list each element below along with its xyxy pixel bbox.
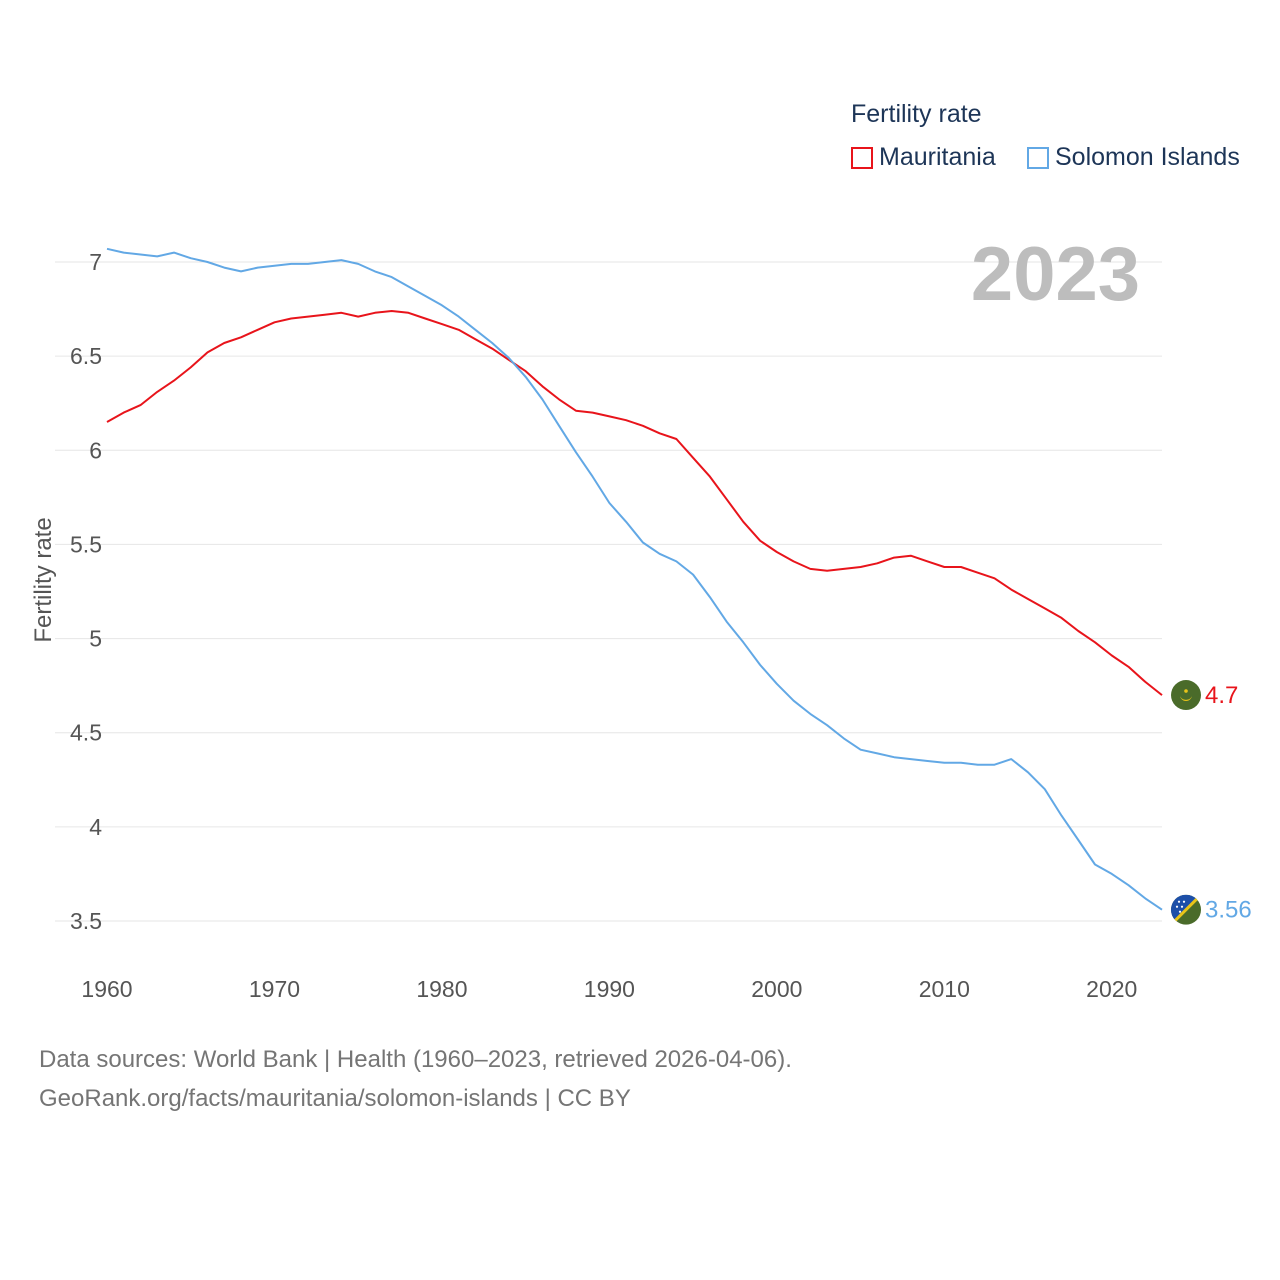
- y-axis-title: Fertility rate: [30, 517, 57, 642]
- x-tick-label: 2020: [1086, 976, 1137, 1002]
- source-line-1: Data sources: World Bank | Health (1960–…: [39, 1046, 792, 1073]
- y-tick-label: 7: [89, 249, 102, 275]
- line-chart: 3.5 4 4.5 5 5.5 6 6.5 7 1960 1970 1980 1990 2000 201…: [30, 232, 1252, 1002]
- x-tick-label: 1960: [81, 976, 132, 1002]
- y-tick-label: 5: [89, 626, 102, 652]
- end-value-label: 3.56: [1205, 897, 1252, 924]
- source-line-2[interactable]: GeoRank.org/facts/mauritania/solomon-isl…: [39, 1085, 631, 1112]
- end-value-label: 4.7: [1205, 682, 1238, 709]
- legend-label-solomon-islands: Solomon Islands: [1055, 143, 1240, 171]
- y-tick-label: 6.5: [70, 343, 102, 369]
- series-line-solomon-islands[interactable]: [106, 247, 1163, 911]
- x-tick-label: 2010: [919, 976, 970, 1002]
- mauritania-flag-icon: [1171, 680, 1201, 711]
- legend-item-solomon-islands[interactable]: Solomon Islands: [1027, 143, 1240, 172]
- x-tick-label: 1980: [416, 976, 467, 1002]
- x-tick-label: 1970: [249, 976, 300, 1002]
- y-tick-label: 6: [89, 437, 102, 463]
- x-tick-label: 1990: [584, 976, 635, 1002]
- y-tick-label: 3.5: [70, 908, 102, 934]
- legend-swatch-mauritania: [851, 146, 873, 169]
- y-tick-label: 5.5: [70, 531, 102, 557]
- legend-item-mauritania[interactable]: Mauritania: [851, 143, 996, 172]
- x-tick-label: 2000: [751, 976, 802, 1002]
- legend-swatch-solomon-islands: [1027, 146, 1049, 169]
- year-label: 2023: [971, 232, 1140, 317]
- series-line-mauritania[interactable]: [106, 310, 1163, 696]
- y-tick-label: 4: [89, 814, 102, 840]
- legend-title: Fertility rate: [851, 100, 982, 128]
- y-tick-label: 4.5: [70, 720, 102, 746]
- legend-label-mauritania: Mauritania: [879, 143, 996, 171]
- solomon-islands-flag-icon: [1171, 894, 1201, 925]
